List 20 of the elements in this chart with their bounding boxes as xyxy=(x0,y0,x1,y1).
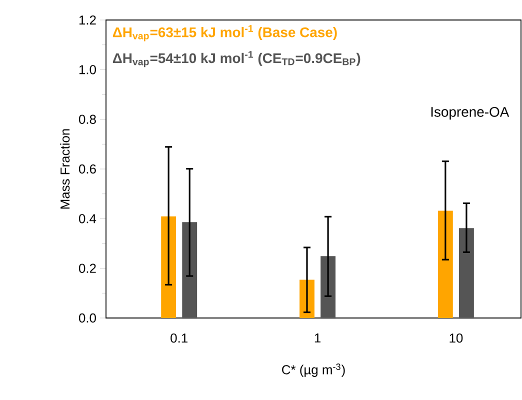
y-tick-label: 1.0 xyxy=(79,65,96,74)
y-tick-label: 0.4 xyxy=(78,214,96,224)
y-tick-label: 0.8 xyxy=(78,114,96,124)
y-tick-label: 0.2 xyxy=(78,264,96,273)
y-axis-title: Mass Fraction xyxy=(60,129,70,209)
x-tick-label: 10 xyxy=(450,334,463,343)
y-tick-label: 0.6 xyxy=(78,164,96,174)
x-tick-label: 1 xyxy=(314,334,320,342)
x-tick-label: 0.1 xyxy=(170,334,188,343)
y-tick-label: 1.2 xyxy=(79,15,96,25)
y-tick-label: 0.0 xyxy=(78,313,96,323)
bar xyxy=(320,256,336,318)
text: ΔH$_{vap}$=63±15 kJ mol$^{-1}$ (Base Case) xyxy=(112,25,337,42)
annotation: Isoprene-OA xyxy=(431,106,510,120)
bar xyxy=(161,216,176,318)
bar xyxy=(182,222,198,318)
x-axis-title: C* (µg m$^{-3}$) xyxy=(282,364,345,377)
bar xyxy=(438,210,453,318)
text: ΔH$_{vap}$=54±10 kJ mol$^{-1}$ (CE$_{TD}$=0.9CE$_{BP}$) xyxy=(112,51,360,68)
bar xyxy=(459,228,474,318)
